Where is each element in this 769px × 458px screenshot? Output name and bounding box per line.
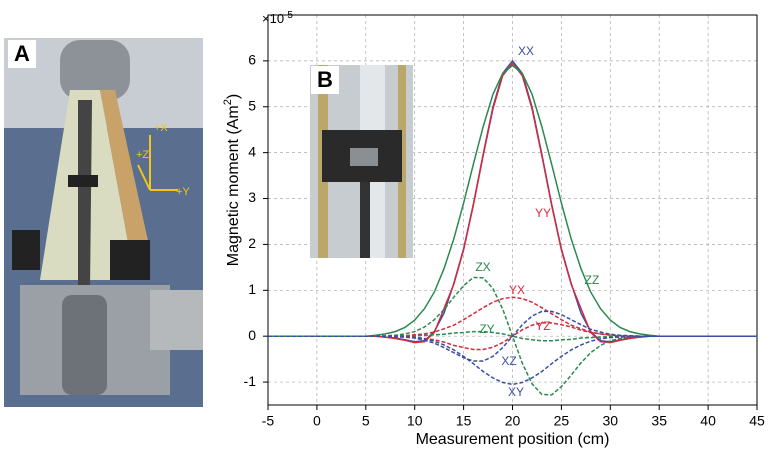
x-tick-label: 20 — [505, 413, 521, 429]
y-tick-label: 4 — [248, 143, 256, 159]
x-tick-label: 45 — [749, 413, 765, 429]
y-tick-label: 6 — [248, 52, 256, 68]
series-line — [268, 64, 757, 337]
label-part: Magnetic moment (Am — [225, 105, 242, 266]
photo-b — [310, 65, 413, 258]
x-tick-label: 0 — [313, 413, 321, 429]
label-part: -5 — [284, 10, 293, 21]
plot-frame — [267, 14, 758, 406]
y-tick-label: -1 — [244, 373, 257, 389]
x-tick-label: -5 — [262, 413, 275, 429]
series-label: YX — [509, 283, 525, 297]
x-tick-label: 10 — [407, 413, 423, 429]
series-label: ZX — [475, 260, 490, 274]
y-tick-label: 1 — [248, 281, 256, 297]
series-label: XZ — [501, 354, 516, 368]
y-tick-label: 3 — [248, 189, 256, 205]
x-tick-label: 40 — [700, 413, 716, 429]
x-tick-label: 30 — [603, 413, 619, 429]
series-label: XX — [518, 44, 534, 58]
series-label: YY — [535, 206, 551, 220]
chart-c: -5 0 5 10 15 20 25 30 35 40 45-10123456Measurement… — [222, 10, 765, 449]
panel-label-box — [8, 40, 36, 68]
y-axis-label: Magnetic moment (Am2) — [222, 94, 242, 266]
label-part: 2 — [222, 99, 234, 105]
series-label: ZY — [479, 322, 494, 336]
panel-label: B — [317, 67, 333, 92]
series-label: XY — [508, 385, 524, 399]
x-tick-label: 25 — [554, 413, 570, 429]
x-tick-label: 5 — [362, 413, 370, 429]
x-tick-label: 15 — [456, 413, 472, 429]
x-axis-label: Measurement position (cm) — [416, 431, 610, 448]
direction-label: +Y — [176, 186, 190, 198]
label-part: ×10 — [262, 11, 284, 26]
x-tick-label: 35 — [651, 413, 667, 429]
panel-label: A — [14, 41, 30, 66]
series-line — [268, 61, 757, 344]
y-tick-label: 5 — [248, 97, 256, 113]
y-tick-label: 0 — [248, 327, 256, 343]
photo-a — [4, 38, 203, 407]
direction-label: +Z — [136, 149, 149, 161]
panel-label-box — [311, 66, 339, 94]
y-multiplier: ×10-5 — [262, 10, 293, 27]
label-part: ) — [225, 94, 242, 99]
series-line — [268, 335, 757, 386]
series-label: ZZ — [585, 273, 600, 287]
direction-label: +X — [154, 122, 168, 134]
series-label: YZ — [535, 319, 550, 333]
y-tick-label: 2 — [248, 235, 256, 251]
